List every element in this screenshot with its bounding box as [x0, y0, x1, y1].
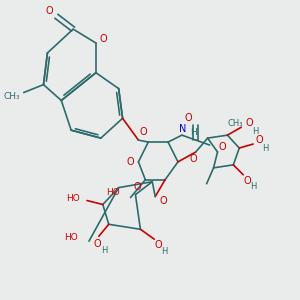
Text: HO: HO	[106, 188, 120, 197]
Text: O: O	[243, 176, 251, 186]
Text: H: H	[161, 247, 167, 256]
Text: O: O	[134, 182, 141, 192]
Text: O: O	[255, 135, 263, 145]
Text: O: O	[219, 142, 226, 152]
Text: O: O	[184, 113, 192, 123]
Text: H: H	[252, 127, 258, 136]
Text: O: O	[100, 34, 108, 44]
Text: O: O	[154, 240, 162, 250]
Text: O: O	[127, 157, 134, 167]
Text: O: O	[93, 239, 101, 249]
Text: HO: HO	[64, 233, 78, 242]
Text: O: O	[159, 196, 167, 206]
Text: CH₃: CH₃	[4, 92, 20, 101]
Text: H: H	[190, 128, 197, 137]
Text: O: O	[245, 118, 253, 128]
Text: O: O	[140, 127, 147, 137]
Text: H: H	[102, 246, 108, 255]
Text: HO: HO	[66, 194, 80, 203]
Text: CH₃: CH₃	[228, 119, 243, 128]
Text: H: H	[262, 143, 268, 152]
Text: N: N	[179, 124, 187, 134]
Text: O: O	[46, 6, 53, 16]
Text: H: H	[250, 182, 256, 191]
Text: O: O	[190, 154, 198, 164]
